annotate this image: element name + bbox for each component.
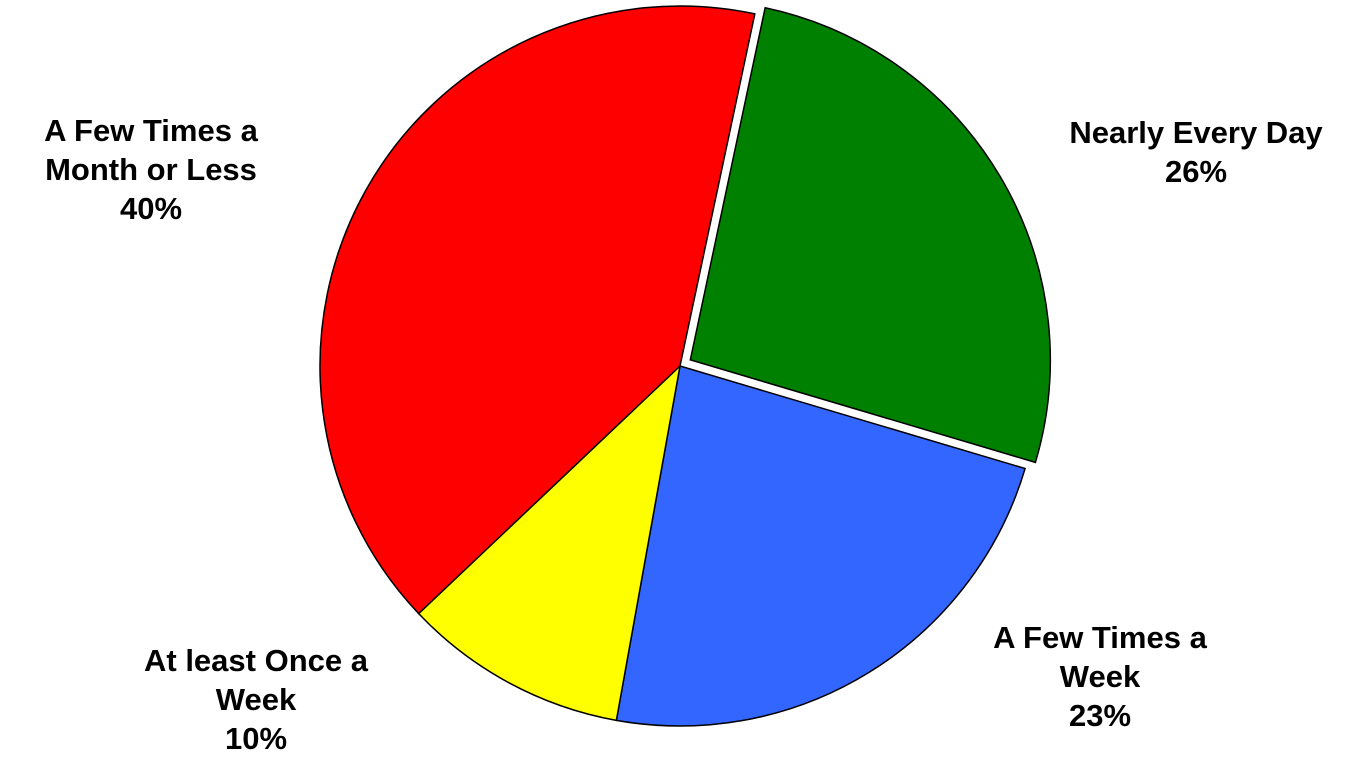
slice-category-label: A Few Times a (993, 620, 1207, 655)
slice-label-1: A Few Times a Week 23% (993, 620, 1207, 733)
slice-category-label: Week (1060, 659, 1141, 694)
slice-percent-label: 10% (225, 721, 287, 756)
pie-slice-2 (417, 363, 682, 722)
slice-category-label: Week (216, 682, 297, 717)
slice-label-0: Nearly Every Day 26% (1069, 115, 1323, 189)
slice-percent-label: 40% (120, 191, 182, 226)
slice-label-2: At least Once a Week 10% (144, 643, 369, 756)
pie-slice-0 (689, 6, 1052, 464)
slice-percent-label: 23% (1069, 698, 1131, 733)
slice-category-label: A Few Times a (44, 113, 258, 148)
slice-percent-label: 26% (1165, 154, 1227, 189)
slice-category-label: Month or Less (45, 152, 257, 187)
slice-category-label: Nearly Every Day (1069, 115, 1323, 150)
slice-category-label: At least Once a (144, 643, 369, 678)
slice-label-3: A Few Times a Month or Less 40% (44, 113, 258, 226)
pie-slice-3 (319, 5, 756, 615)
pie-slice-1 (615, 365, 1027, 727)
